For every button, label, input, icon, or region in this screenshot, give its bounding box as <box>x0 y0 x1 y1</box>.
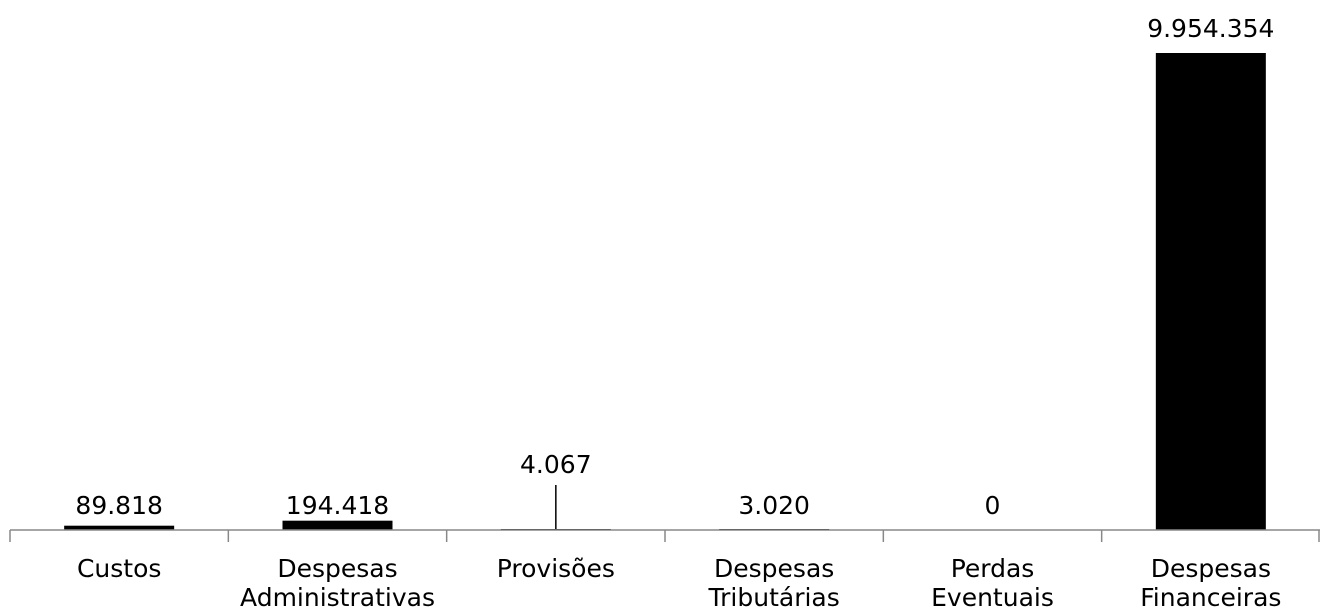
value-labels-layer: 89.818 194.418 4.067 3.020 0 9.954.354 <box>75 14 1274 530</box>
value-label: 4.067 <box>520 450 592 479</box>
category-label: Perdas <box>951 554 1035 583</box>
category-label: Despesas <box>1151 554 1271 583</box>
bar <box>1155 53 1266 530</box>
value-label: 3.020 <box>738 491 810 520</box>
category-label: Despesas <box>277 554 397 583</box>
category-label: Provisões <box>497 554 615 583</box>
value-label: 0 <box>985 491 1001 520</box>
category-label: Administrativas <box>240 583 435 611</box>
category-label: Eventuais <box>931 583 1054 611</box>
bars-layer <box>64 53 1266 530</box>
category-label: Despesas <box>714 554 834 583</box>
x-axis <box>9 529 1320 542</box>
value-label: 194.418 <box>286 491 389 520</box>
value-label: 9.954.354 <box>1147 14 1274 43</box>
category-label: Tributárias <box>708 583 840 611</box>
category-label: Custos <box>77 554 161 583</box>
bar <box>282 520 393 530</box>
bar <box>64 525 175 530</box>
value-label: 89.818 <box>75 491 162 520</box>
category-label: Financeiras <box>1140 583 1281 611</box>
